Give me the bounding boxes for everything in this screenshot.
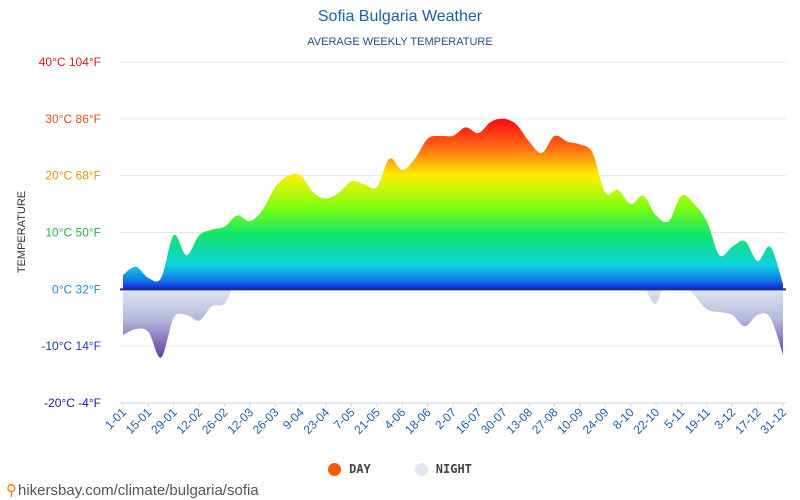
location-pin-icon: ⚲ — [6, 482, 17, 499]
x-tick-label: 15-01 — [123, 405, 155, 437]
source-link-text: hikersbay.com/climate/bulgaria/sofia — [18, 482, 259, 499]
x-tick-label: 31-12 — [758, 405, 790, 437]
x-tick-label: 10-09 — [554, 405, 586, 437]
y-axis-title: TEMPERATURE — [16, 191, 28, 273]
y-tick-label: 10°C 50°F — [45, 226, 101, 240]
chart-subtitle: AVERAGE WEEKLY TEMPERATURE — [307, 36, 493, 48]
x-tick-label: 13-08 — [504, 405, 536, 437]
chart-legend: DAY NIGHT — [0, 462, 800, 476]
x-tick-label: 30-07 — [478, 405, 510, 437]
chart-title: Sofia Bulgaria Weather — [317, 8, 483, 25]
x-tick-label: 23-04 — [301, 405, 333, 437]
x-tick-label: 16-07 — [453, 405, 485, 437]
x-tick-label: 27-08 — [529, 405, 561, 437]
legend-day-swatch — [328, 462, 342, 476]
x-tick-label: 12-03 — [224, 405, 256, 437]
y-tick-label: 0°C 32°F — [52, 282, 101, 296]
x-tick-label: 21-05 — [351, 405, 383, 437]
legend-day-label: DAY — [349, 462, 371, 476]
x-tick-label: 12-02 — [174, 405, 206, 437]
x-tick-label: 19-11 — [682, 405, 713, 436]
y-tick-label: 30°C 86°F — [45, 112, 101, 126]
y-tick-label: -10°C 14°F — [41, 339, 101, 353]
x-tick-label: 29-01 — [148, 405, 180, 437]
x-tick-label: 24-09 — [580, 405, 612, 437]
y-tick-label: -20°C -4°F — [44, 396, 101, 410]
x-tick-label: 17-12 — [732, 405, 764, 437]
legend-item-day[interactable]: DAY — [328, 462, 371, 476]
legend-item-night[interactable]: NIGHT — [414, 462, 472, 476]
y-tick-label: 20°C 68°F — [45, 169, 101, 183]
legend-night-swatch — [414, 462, 428, 476]
legend-night-label: NIGHT — [435, 462, 472, 476]
x-tick-label: 26-02 — [199, 405, 231, 437]
source-link[interactable]: ⚲hikersbay.com/climate/bulgaria/sofia — [6, 481, 259, 499]
day-area — [123, 118, 783, 290]
y-tick-label: 40°C 104°F — [39, 55, 101, 69]
x-tick-label: 22-10 — [631, 405, 663, 437]
x-tick-label: 18-06 — [402, 405, 434, 437]
x-tick-label: 26-03 — [250, 405, 282, 437]
